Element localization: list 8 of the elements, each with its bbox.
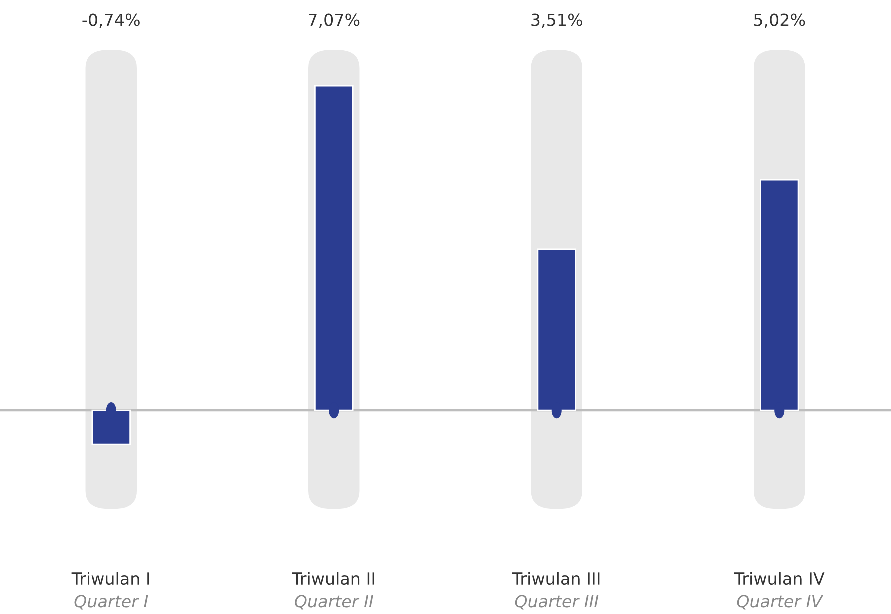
data-label: -0,74% [82, 14, 140, 28]
x-tick-label: Triwulan IV Quarter IV [734, 572, 825, 610]
data-label: 3,51% [532, 14, 582, 28]
x-tick-label: Triwulan I Quarter I [72, 572, 150, 610]
data-label: 7,07% [309, 14, 360, 28]
x-tick-label: Triwulan II Quarter II [292, 572, 374, 610]
x-tick-label: Triwulan III Quarter III [512, 572, 600, 610]
data-label: 5,02% [754, 14, 806, 28]
